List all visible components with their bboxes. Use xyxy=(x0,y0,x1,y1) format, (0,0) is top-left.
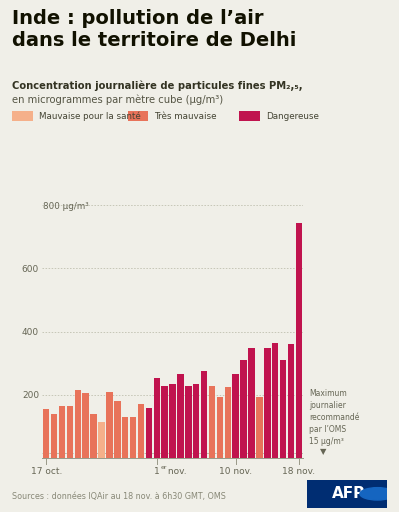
Text: Inde : pollution de l’air
dans le territoire de Delhi: Inde : pollution de l’air dans le territ… xyxy=(12,9,296,50)
Text: Dangereuse: Dangereuse xyxy=(266,112,319,121)
Bar xyxy=(83,393,89,458)
Text: Très mauvaise: Très mauvaise xyxy=(154,112,217,121)
Bar xyxy=(98,422,105,458)
Bar xyxy=(51,414,57,458)
Bar xyxy=(272,343,279,458)
Bar xyxy=(154,378,160,458)
Text: Maximum
journalier
recommandé
par l’OMS
15 μg/m³: Maximum journalier recommandé par l’OMS … xyxy=(309,389,359,446)
Text: AFP: AFP xyxy=(332,486,365,501)
Bar xyxy=(43,409,49,458)
Bar xyxy=(233,374,239,458)
Bar xyxy=(138,404,144,458)
Bar xyxy=(201,371,207,458)
Bar xyxy=(67,406,73,458)
Text: 1: 1 xyxy=(154,467,160,476)
Text: ▼: ▼ xyxy=(320,447,327,456)
Bar xyxy=(225,387,231,458)
Text: 800 µg/m³: 800 µg/m³ xyxy=(43,202,89,211)
Bar xyxy=(75,390,81,458)
Text: 17 oct.: 17 oct. xyxy=(31,467,62,476)
Bar xyxy=(280,360,286,458)
Text: nov.: nov. xyxy=(166,467,187,476)
Bar xyxy=(146,408,152,458)
Bar xyxy=(193,384,200,458)
Bar xyxy=(130,417,136,458)
Bar xyxy=(169,384,176,458)
Bar xyxy=(122,417,128,458)
Bar xyxy=(256,397,263,458)
Text: Concentration journalière de particules fines PM₂,₅,: Concentration journalière de particules … xyxy=(12,80,302,91)
Text: 10 nov.: 10 nov. xyxy=(219,467,252,476)
Bar xyxy=(288,345,294,458)
Text: Sources : données IQAir au 18 nov. à 6h30 GMT, OMS: Sources : données IQAir au 18 nov. à 6h3… xyxy=(12,492,226,501)
Bar xyxy=(59,406,65,458)
Bar xyxy=(91,414,97,458)
Bar xyxy=(114,401,120,458)
Bar xyxy=(209,386,215,458)
Bar xyxy=(185,386,192,458)
Bar xyxy=(264,348,271,458)
Text: 18 nov.: 18 nov. xyxy=(282,467,316,476)
Circle shape xyxy=(360,487,395,500)
Bar xyxy=(248,348,255,458)
Text: Mauvaise pour la santé: Mauvaise pour la santé xyxy=(39,112,140,121)
Bar xyxy=(217,397,223,458)
Bar xyxy=(177,374,184,458)
Text: en microgrammes par mètre cube (μg/m³): en microgrammes par mètre cube (μg/m³) xyxy=(12,95,223,105)
Bar xyxy=(162,386,168,458)
Text: er: er xyxy=(161,464,168,470)
Bar xyxy=(106,392,113,458)
Bar xyxy=(296,223,302,458)
Bar xyxy=(240,360,247,458)
